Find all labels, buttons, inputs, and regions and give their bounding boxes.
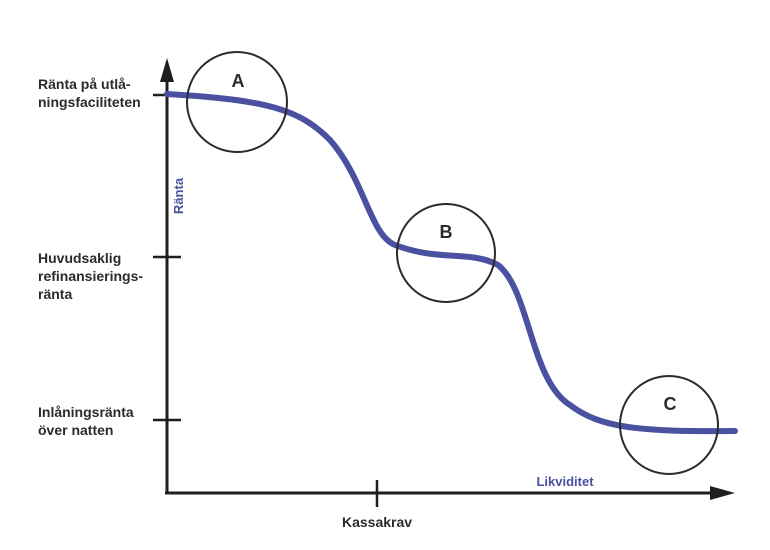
y-level-middle-line-3: ränta (38, 286, 72, 302)
y-axis-arrow (160, 58, 174, 82)
y-level-upper-label: Ränta på utlå- ningsfaciliteten (38, 76, 141, 110)
x-axis-arrow (710, 486, 735, 500)
y-level-middle-label: Huvudsaklig refinansierings- ränta (38, 250, 147, 302)
region-b-circle (396, 203, 496, 303)
region-a-circle (186, 51, 288, 153)
x-marker-label: Kassakrav (342, 514, 412, 530)
region-c-label: C (664, 394, 677, 414)
region-a-label: A (232, 71, 245, 91)
rate-curve (164, 91, 738, 435)
y-level-lower-line-1: Inlåningsränta (38, 404, 134, 420)
x-axis-title: Likviditet (536, 474, 594, 489)
y-level-lower-line-2: över natten (38, 422, 113, 438)
y-level-lower-label: Inlåningsränta över natten (38, 404, 138, 438)
y-level-upper-line-2: ningsfaciliteten (38, 94, 141, 110)
region-c-circle (619, 375, 719, 475)
y-level-middle-line-1: Huvudsaklig (38, 250, 121, 266)
y-level-upper-line-1: Ränta på utlå- (38, 76, 131, 92)
y-level-middle-line-2: refinansierings- (38, 268, 143, 284)
y-axis-title: Ränta (171, 177, 186, 214)
region-b-label: B (440, 222, 453, 242)
